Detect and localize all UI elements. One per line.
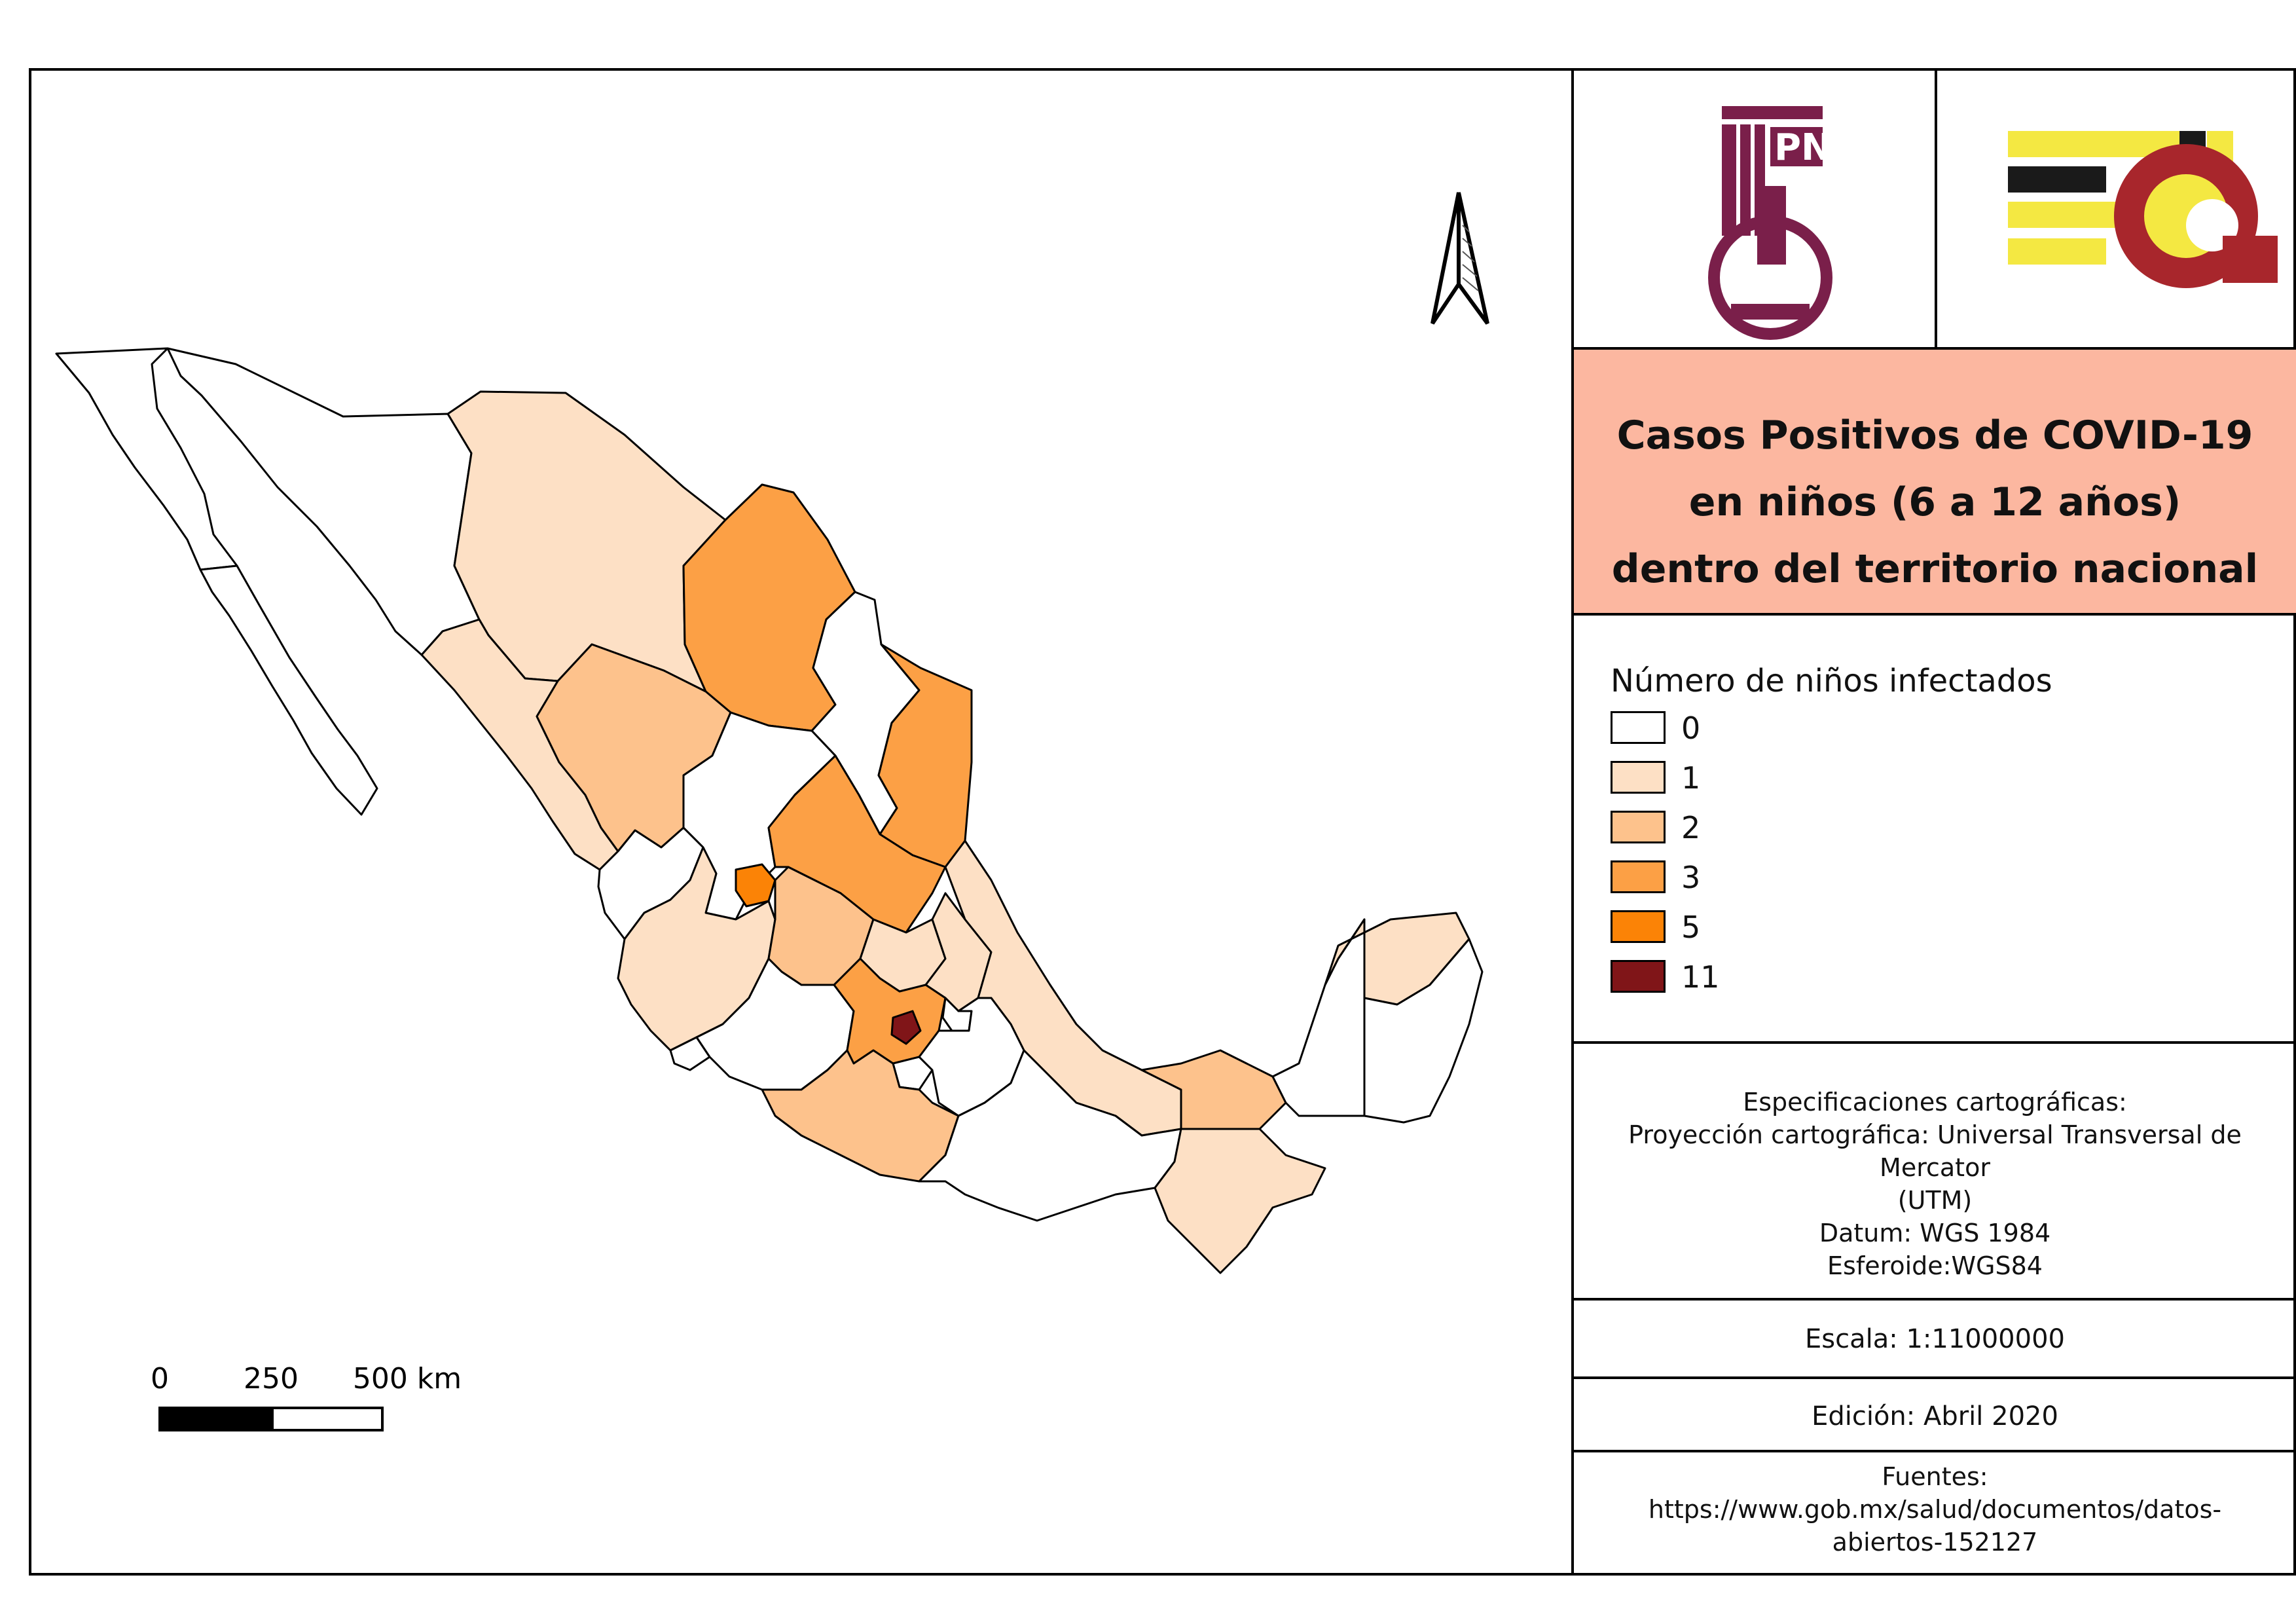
legend-swatch [1611, 960, 1666, 993]
edition-text: Edición: Abril 2020 [1812, 1401, 2058, 1431]
legend-swatch [1611, 711, 1666, 744]
state-chiapas [1154, 1128, 1326, 1274]
scalebar-label-500: 500 km [353, 1362, 462, 1395]
specs-spheroid: Esferoide:WGS84 [1827, 1251, 2043, 1280]
legend-label: 11 [1681, 959, 1720, 995]
title-line-2: en niños (6 a 12 años) [1688, 479, 2181, 525]
sources-heading: Fuentes: [1882, 1462, 1988, 1491]
scalebar-label-250: 250 [244, 1362, 299, 1395]
state-colima [669, 1036, 711, 1071]
specs-cell: Especificaciones cartográficas: Proyecci… [1574, 1044, 2296, 1301]
legend-label: 2 [1681, 810, 1701, 845]
title-cell: Casos Positivos de COVID-19 en niños (6 … [1574, 350, 2296, 616]
legend-label: 1 [1681, 760, 1701, 796]
legend-cell: Número de niños infectados 0 1 2 3 5 11 [1574, 616, 2296, 1044]
state-quintana-roo [1363, 938, 1484, 1124]
ipn-logo-box: PN [1574, 68, 1937, 347]
map-frame [29, 68, 2296, 1576]
map-title: Casos Positivos de COVID-19 en niños (6 … [1574, 402, 2296, 602]
map-layout-panel: PN Casos Positivos de COVID-19 en niños … [1571, 68, 2296, 1576]
edition-cell: Edición: Abril 2020 [1574, 1379, 2296, 1452]
state-puebla [918, 997, 1025, 1117]
scalebar-label-0: 0 [151, 1362, 169, 1395]
specs-projection: Proyección cartográfica: Universal Trans… [1628, 1120, 2242, 1182]
state-sonora [166, 347, 481, 656]
esia-logo [2008, 131, 2278, 288]
ipn-logo: PN [1708, 106, 1832, 340]
specs-datum: Datum: WGS 1984 [1819, 1219, 2051, 1247]
scale-text: Escala: 1:11000000 [1805, 1324, 2065, 1354]
svg-text:PN: PN [1774, 126, 1832, 169]
legend-title: Número de niños infectados [1611, 663, 2052, 699]
sources-url-line-2: abiertos-152127 [1832, 1528, 2038, 1557]
state-baja-california-sur [199, 564, 378, 816]
legend-swatch [1611, 811, 1666, 843]
legend-swatch [1611, 860, 1666, 893]
state-cdmx [890, 1010, 922, 1045]
legend-swatch [1611, 761, 1666, 794]
legend-label: 0 [1681, 710, 1701, 746]
north-arrow-icon [1430, 192, 1489, 325]
scale-cell: Escala: 1:11000000 [1574, 1301, 2296, 1379]
sources-cell: Fuentes: https://www.gob.mx/salud/docume… [1574, 1452, 2296, 1576]
sources-url-line-1: https://www.gob.mx/salud/documentos/dato… [1648, 1495, 2222, 1524]
state-zacatecas [682, 711, 837, 921]
legend-label: 5 [1681, 910, 1701, 945]
esia-logo-box [1937, 68, 2296, 347]
state-campeche [1271, 918, 1366, 1117]
mexico-map: 0 250 500 km [55, 192, 1489, 1431]
legend-swatch [1611, 910, 1666, 943]
specs-text: Especificaciones cartográficas: Proyecci… [1580, 1086, 2289, 1282]
legend-label: 3 [1681, 860, 1701, 895]
title-line-1: Casos Positivos de COVID-19 [1616, 413, 2253, 458]
logos-cell: PN [1574, 68, 2296, 350]
state-guerrero [761, 1049, 960, 1183]
title-line-3: dentro del territorio nacional [1611, 546, 2259, 592]
sources-text: Fuentes: https://www.gob.mx/salud/docume… [1580, 1460, 2289, 1559]
scale-bar: 0 250 500 km [151, 1362, 462, 1431]
specs-heading: Especificaciones cartográficas: [1743, 1088, 2127, 1116]
specs-projection-abbr: (UTM) [1897, 1186, 1973, 1215]
